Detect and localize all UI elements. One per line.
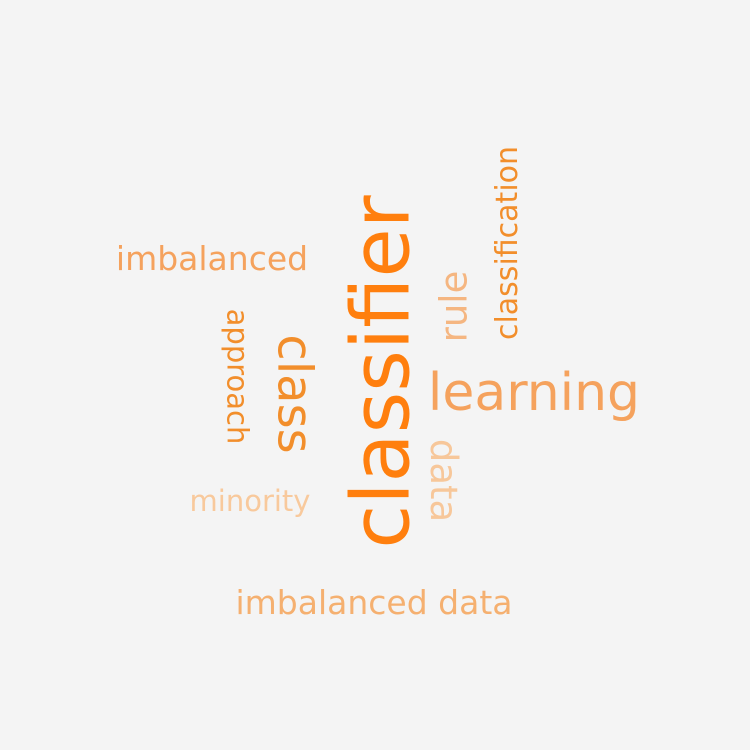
- word-classification: classification: [490, 145, 525, 341]
- word-class: class: [267, 334, 323, 454]
- word-minority: minority: [189, 483, 311, 518]
- word-rule: rule: [432, 270, 476, 342]
- word-data: data: [422, 438, 466, 522]
- word-imbalanced: imbalanced: [115, 238, 309, 278]
- word-classifier: classifier: [334, 195, 428, 549]
- word-imbalanced-data: imbalanced data: [235, 582, 513, 622]
- word-learning: learning: [427, 363, 641, 423]
- word-approach: approach: [220, 308, 255, 444]
